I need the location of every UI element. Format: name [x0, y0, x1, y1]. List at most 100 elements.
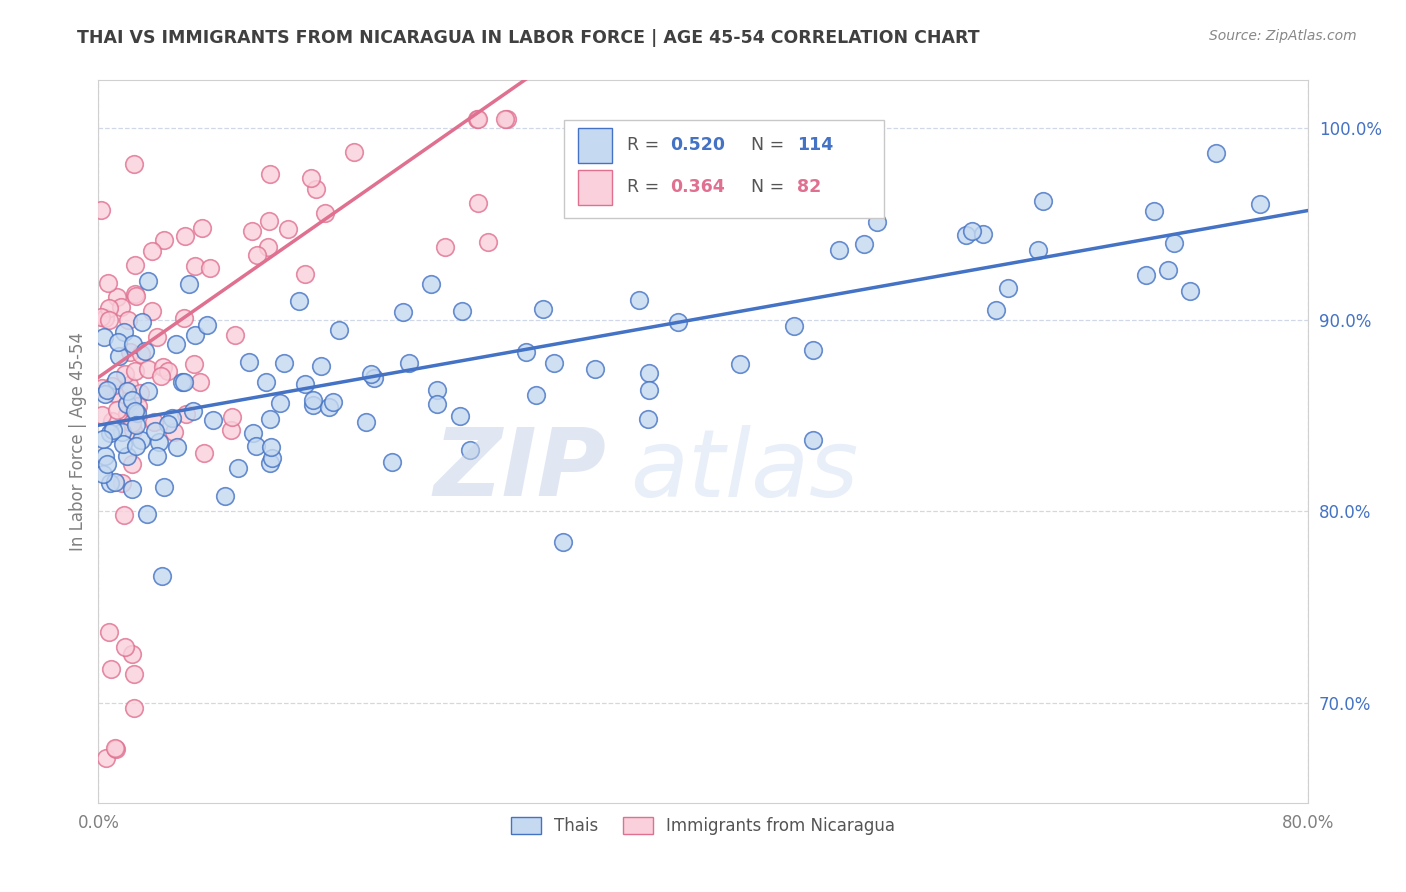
Point: [160, 411, 183, 425]
Point: [163, 425, 186, 439]
Point: [91, 432, 114, 446]
Point: [294, 267, 316, 281]
Point: [150, 369, 173, 384]
Point: [107, 334, 129, 349]
Point: [1135, 268, 1157, 282]
Bar: [578, 169, 613, 204]
Point: [245, 439, 267, 453]
Point: [314, 206, 336, 220]
Point: [104, 741, 127, 756]
Point: [122, 667, 145, 681]
Point: [866, 215, 889, 229]
Point: [242, 224, 264, 238]
Point: [131, 433, 153, 447]
Point: [131, 314, 153, 328]
Point: [451, 303, 474, 318]
Point: [96, 457, 118, 471]
Point: [246, 247, 269, 261]
Point: [782, 318, 804, 333]
Point: [125, 439, 148, 453]
Point: [117, 313, 139, 327]
Point: [494, 112, 516, 126]
Point: [257, 239, 280, 253]
Point: [118, 378, 141, 392]
Point: [318, 401, 340, 415]
Point: [94, 310, 117, 325]
Text: N =: N =: [751, 178, 790, 196]
Legend: Thais, Immigrants from Nicaragua: Thais, Immigrants from Nicaragua: [503, 810, 903, 841]
Point: [124, 258, 146, 272]
Point: [94, 450, 117, 464]
Point: [666, 315, 689, 329]
Point: [259, 167, 281, 181]
Point: [98, 476, 121, 491]
Point: [273, 356, 295, 370]
Point: [145, 425, 167, 439]
Point: [221, 410, 243, 425]
Point: [302, 393, 325, 408]
Point: [104, 742, 127, 756]
Point: [110, 301, 132, 315]
Point: [191, 220, 214, 235]
Point: [827, 243, 849, 257]
Point: [136, 274, 159, 288]
Point: [183, 328, 205, 343]
Point: [188, 375, 211, 389]
Text: THAI VS IMMIGRANTS FROM NICARAGUA IN LABOR FORCE | AGE 45-54 CORRELATION CHART: THAI VS IMMIGRANTS FROM NICARAGUA IN LAB…: [77, 29, 980, 46]
Point: [127, 406, 149, 420]
Point: [524, 388, 547, 402]
Point: [136, 384, 159, 398]
Point: [183, 404, 205, 418]
Point: [426, 383, 449, 397]
Text: R =: R =: [627, 178, 665, 196]
Point: [115, 450, 138, 464]
Point: [728, 358, 751, 372]
Point: [1205, 145, 1227, 160]
Point: [105, 290, 128, 304]
Point: [1157, 263, 1180, 277]
Point: [262, 451, 284, 466]
Text: N =: N =: [751, 136, 790, 154]
Point: [127, 399, 149, 413]
Point: [114, 367, 136, 381]
Point: [125, 288, 148, 302]
Point: [183, 259, 205, 273]
Point: [1178, 284, 1201, 298]
FancyBboxPatch shape: [564, 120, 884, 218]
Text: R =: R =: [627, 136, 665, 154]
Point: [467, 112, 489, 126]
Point: [322, 395, 344, 409]
Point: [360, 367, 382, 381]
Point: [391, 305, 413, 319]
Point: [363, 371, 385, 385]
Point: [121, 423, 143, 437]
Point: [121, 482, 143, 496]
Point: [269, 396, 291, 410]
Point: [136, 361, 159, 376]
Point: [157, 364, 180, 378]
Point: [97, 277, 120, 291]
Point: [1032, 194, 1054, 208]
Point: [115, 397, 138, 411]
Text: atlas: atlas: [630, 425, 859, 516]
Text: Source: ZipAtlas.com: Source: ZipAtlas.com: [1209, 29, 1357, 43]
Point: [1026, 243, 1049, 257]
Point: [91, 381, 114, 395]
Point: [449, 409, 471, 423]
Point: [343, 145, 366, 159]
Point: [118, 345, 141, 359]
Point: [100, 413, 122, 427]
Point: [328, 323, 350, 337]
Point: [224, 327, 246, 342]
Point: [202, 412, 225, 426]
Point: [101, 378, 124, 392]
Point: [259, 456, 281, 470]
Point: [96, 750, 118, 764]
Point: [98, 312, 121, 326]
Point: [458, 442, 481, 457]
Point: [104, 475, 127, 489]
Point: [96, 384, 118, 398]
Point: [112, 508, 135, 522]
Point: [495, 112, 517, 126]
Text: ZIP: ZIP: [433, 425, 606, 516]
